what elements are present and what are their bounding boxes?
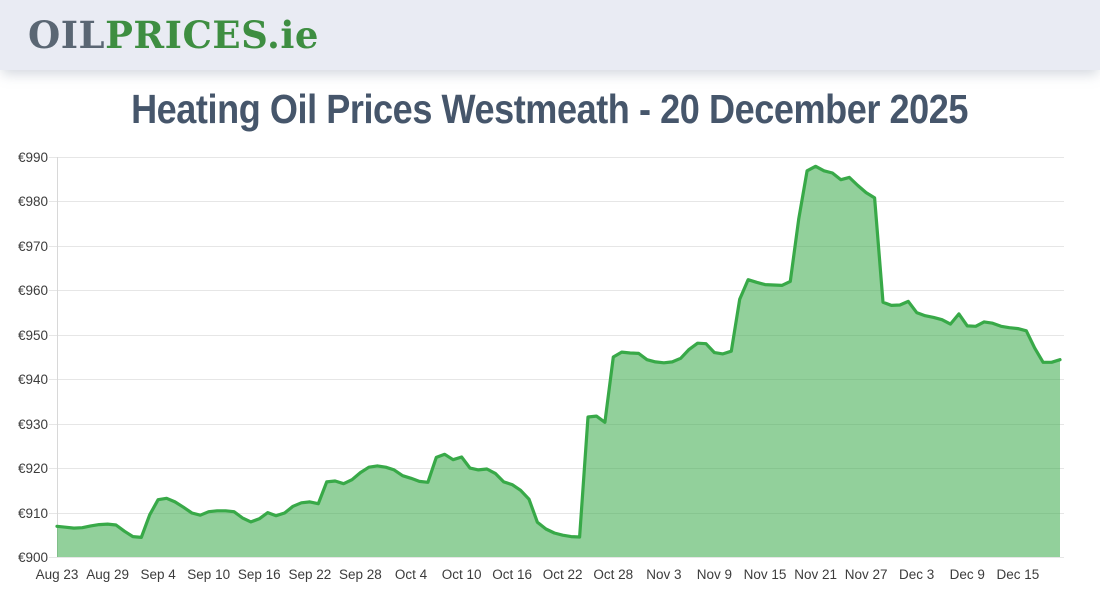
y-axis-label: €940 <box>18 372 48 387</box>
x-axis-label: Oct 16 <box>492 567 532 582</box>
y-axis-label: €910 <box>18 506 48 521</box>
x-axis-label: Nov 9 <box>697 567 732 582</box>
logo-prices-text: PRICES <box>105 12 267 57</box>
logo-oil-text: OIL <box>28 12 106 57</box>
price-area <box>57 166 1060 558</box>
page-title: Heating Oil Prices Westmeath - 20 Decemb… <box>0 86 1100 133</box>
x-axis-label: Oct 28 <box>593 567 633 582</box>
x-axis-label: Oct 4 <box>395 567 428 582</box>
x-axis-label: Nov 27 <box>845 567 888 582</box>
x-axis-label: Aug 23 <box>36 567 79 582</box>
y-axis-label: €950 <box>18 328 48 343</box>
x-axis-label: Nov 21 <box>794 567 837 582</box>
logo-ie-text: .ie <box>267 12 319 57</box>
y-axis-label: €980 <box>18 194 48 209</box>
x-axis-label: Nov 15 <box>744 567 787 582</box>
price-line[interactable] <box>55 164 1062 539</box>
x-axis-label: Dec 9 <box>950 567 985 582</box>
x-axis-label: Aug 29 <box>86 567 129 582</box>
y-axis-label: €970 <box>18 239 48 254</box>
y-axis-label: €990 <box>18 150 48 165</box>
x-axis-label: Sep 4 <box>140 567 176 582</box>
x-axis-label: Dec 15 <box>997 567 1040 582</box>
x-axis-label: Dec 3 <box>899 567 934 582</box>
y-axis-label: €900 <box>18 550 48 565</box>
x-axis-label: Sep 28 <box>339 567 382 582</box>
y-axis-label: €920 <box>18 461 48 476</box>
y-axis-label: €960 <box>18 283 48 298</box>
x-axis-label: Nov 3 <box>646 567 681 582</box>
x-axis-label: Sep 22 <box>289 567 332 582</box>
y-axis-label: €930 <box>18 417 48 432</box>
site-header: OILPRICES.ie <box>0 0 1100 70</box>
x-axis-label: Oct 22 <box>543 567 583 582</box>
page-title-text: Heating Oil Prices Westmeath - 20 Decemb… <box>131 86 969 132</box>
x-axis-label: Sep 10 <box>187 567 230 582</box>
x-axis-label: Oct 10 <box>442 567 482 582</box>
site-logo-link[interactable]: OILPRICES.ie <box>28 16 319 54</box>
x-axis-label: Sep 16 <box>238 567 281 582</box>
